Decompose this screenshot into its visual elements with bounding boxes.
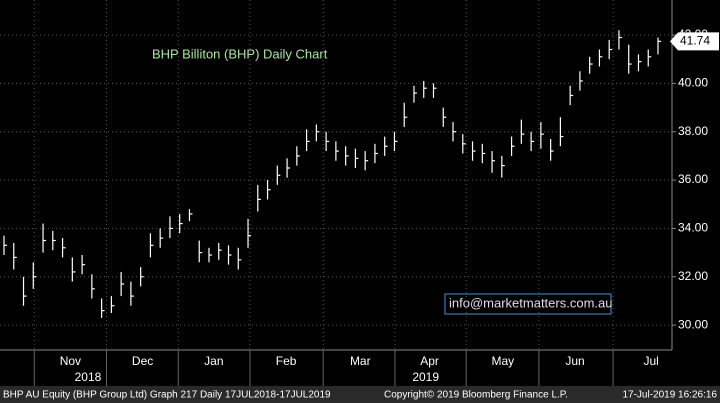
footer-bar	[0, 386, 720, 403]
last-value-label: 41.74	[680, 34, 710, 48]
x-tick-label: Jul	[643, 354, 658, 368]
y-tick-label: 38.00	[678, 124, 708, 138]
y-tick-label: 36.00	[678, 172, 708, 186]
x-tick-label: May	[491, 354, 514, 368]
x-tick-label: Jan	[204, 354, 223, 368]
footer-right: 17-Jul-2019 16:26:16	[622, 390, 717, 401]
x-year-label: 2018	[75, 370, 102, 384]
annotation-box	[444, 293, 612, 315]
x-tick-label: Mar	[350, 354, 371, 368]
y-tick-label: 40.00	[678, 76, 708, 90]
y-tick-label: 34.00	[678, 221, 708, 235]
x-tick-label: Jun	[565, 354, 584, 368]
x-tick-label: Dec	[132, 354, 153, 368]
footer-left: BHP AU Equity (BHP Group Ltd) Graph 217 …	[3, 390, 331, 401]
last-value-box	[670, 32, 719, 51]
x-tick-label: Nov	[60, 354, 81, 368]
x-tick-label: Apr	[420, 354, 439, 368]
x-year-label: 2019	[412, 370, 439, 384]
y-tick-label: 32.00	[678, 269, 708, 283]
x-tick-label: Feb	[276, 354, 297, 368]
chart-title: BHP Billiton (BHP) Daily Chart	[152, 46, 328, 61]
footer-mid: Copyright© 2019 Bloomberg Finance L.P.	[384, 390, 568, 401]
annotation: info@marketmatters.com.au	[449, 295, 612, 310]
y-tick-label: 30.00	[678, 317, 708, 331]
